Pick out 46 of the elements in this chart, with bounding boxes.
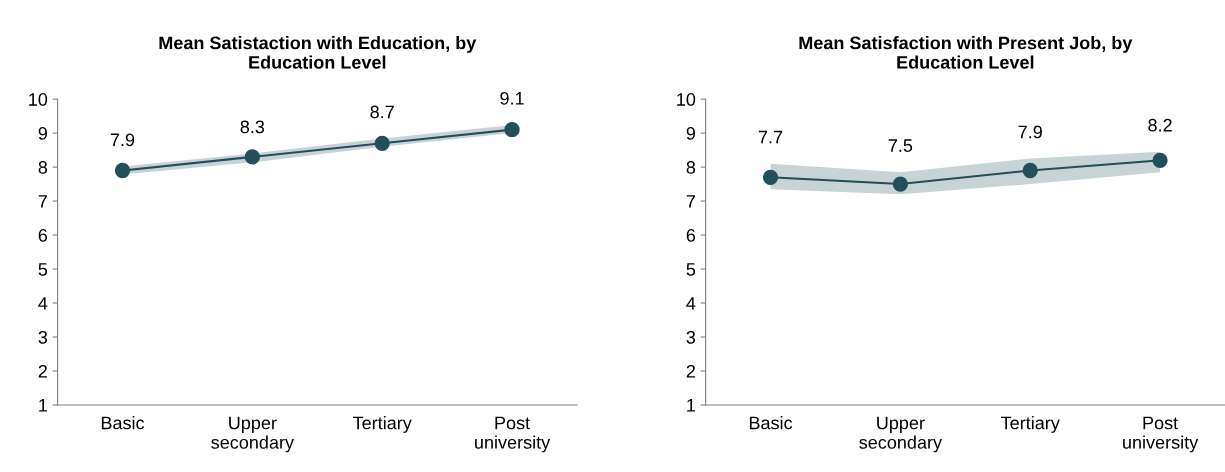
y-tick-label: 7 [686,195,695,208]
point [244,149,260,165]
data-label: 8.2 [1148,118,1172,132]
y-tick-label: 10 [677,93,696,106]
y-tick-label: 10 [29,93,48,106]
point [374,135,390,151]
y-tick-label: 2 [38,364,47,378]
y-tick-label: 5 [686,263,696,276]
data-label: 7.9 [1018,125,1042,139]
point [1152,152,1168,168]
y-tick-label: 8 [686,161,696,174]
y-tick-label: 6 [686,228,696,242]
data-label: 7.9 [110,133,135,147]
point [1022,162,1038,179]
y-tick-label: 6 [38,228,48,242]
y-tick-label: 8 [38,161,48,174]
x-tick-label: Basic [749,416,793,430]
y-tick-label: 7 [38,195,47,208]
data-label: 7.5 [888,139,913,152]
y-tick-label: 4 [686,297,696,310]
data-label: 9.1 [500,91,524,105]
y-tick-label: 3 [38,330,48,344]
data-label: 8.7 [370,105,394,119]
y-tick-label: 1 [687,399,695,412]
x-tick-label: Basic [101,416,145,430]
chart-title: Mean Satisfaction with Present Job, by Education Level [799,36,1133,69]
y-tick-label: 1 [39,399,47,412]
point [892,176,909,192]
chart-title: Mean Satistaction with Education, by Education Level [159,36,477,69]
x-tick-label: Post university [475,416,551,453]
data-label: 7.7 [758,130,783,144]
x-tick-label: Post university [1123,416,1199,453]
y-tick-label: 9 [38,127,47,140]
x-tick-label: Upper secondary [211,416,294,453]
point [504,122,520,138]
y-tick-label: 4 [38,297,48,310]
data-label: 8.3 [240,120,265,134]
y-tick-label: 3 [686,330,696,344]
y-tick-label: 9 [686,127,696,140]
x-tick-label: Upper secondary [859,416,942,453]
point [114,162,131,179]
x-tick-label: Tertiary [353,416,412,433]
y-tick-label: 5 [38,263,48,276]
x-tick-label: Tertiary [1001,416,1060,433]
y-tick-label: 2 [686,364,695,378]
point [762,169,779,185]
